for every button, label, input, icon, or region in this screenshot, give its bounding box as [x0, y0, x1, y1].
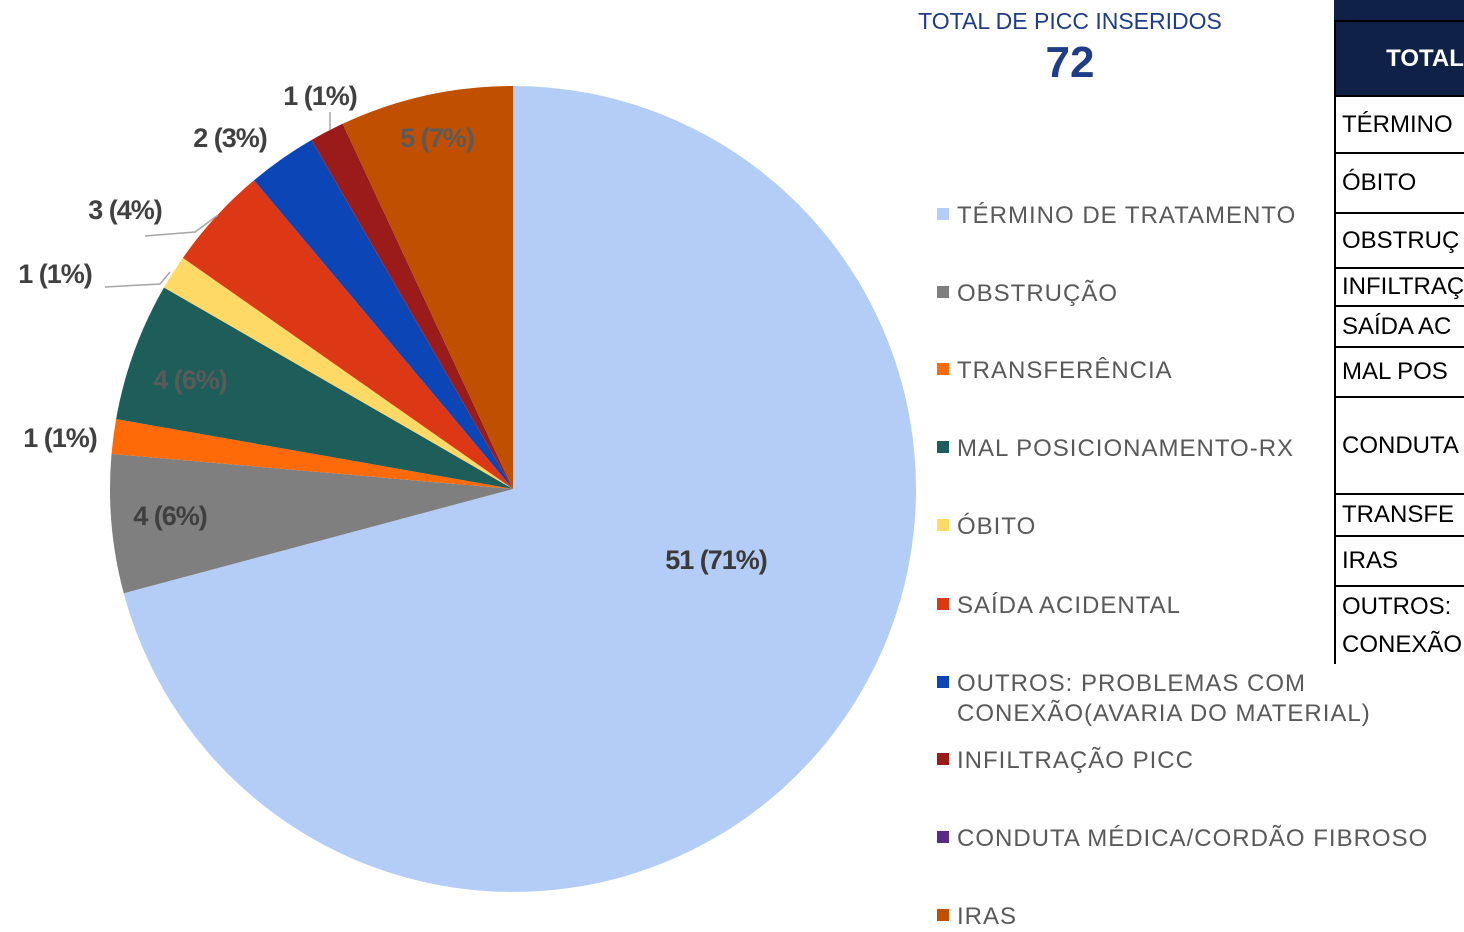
- legend-label: CONDUTA MÉDICA/CORDÃO FIBROSO: [957, 825, 1429, 852]
- leader-line: [144, 214, 219, 237]
- legend-label: OUTROS: PROBLEMAS COM CONEXÃO(AVARIA DO …: [957, 670, 1371, 727]
- pie-slice: [311, 123, 513, 489]
- legend-swatch: [937, 363, 949, 375]
- total-label: TOTAL DE PICC INSERIDOS: [918, 8, 1222, 34]
- legend-item: IRAS: [937, 902, 1017, 932]
- legend-label: MAL POSICIONAMENTO-RX: [957, 435, 1295, 462]
- table: TOTAL TÉRMINO ÓBITO OBSTRUÇ INFILTRAÇ SAÍDA A…: [1334, 0, 1464, 664]
- legend-label: TRANSFERÊNCIA: [957, 357, 1173, 384]
- data-label: 1 (1%): [283, 81, 357, 111]
- data-label: 4 (6%): [153, 365, 227, 395]
- legend-swatch: [937, 598, 949, 610]
- legend-swatch: [937, 676, 949, 688]
- legend-swatch: [937, 831, 949, 843]
- leader-line: [104, 271, 171, 288]
- legend-label: SAÍDA ACIDENTAL: [957, 592, 1181, 619]
- pie-slice: [253, 139, 513, 489]
- legend-item: INFILTRAÇÃO PICC: [937, 746, 1194, 776]
- legend-item: TÉRMINO DE TRATAMENTO: [937, 201, 1296, 231]
- legend-item: ÓBITO: [937, 512, 1036, 542]
- pie-slice: [111, 419, 513, 489]
- table-cell: CONDUTA: [1334, 396, 1464, 495]
- table-cell: INFILTRAÇ: [1334, 267, 1464, 307]
- legend-item: SAÍDA ACIDENTAL: [937, 591, 1181, 621]
- legend-swatch: [937, 441, 949, 453]
- pie-slice: [163, 257, 513, 489]
- table-cell: ÓBITO: [1334, 152, 1464, 214]
- table-cell: OUTROS: CONEXÃO: [1334, 585, 1464, 664]
- legend-label: ÓBITO: [957, 513, 1037, 540]
- legend-label: TÉRMINO DE TRATAMENTO: [957, 202, 1297, 229]
- table-cell: OBSTRUÇ: [1334, 212, 1464, 269]
- table-cell: TRANSFE: [1334, 493, 1464, 537]
- legend-swatch: [937, 909, 949, 921]
- legend-item: CONDUTA MÉDICA/CORDÃO FIBROSO: [937, 824, 1428, 854]
- legend-swatch: [937, 286, 949, 298]
- legend-swatch: [937, 519, 949, 531]
- legend-swatch: [937, 208, 949, 220]
- legend-item: OUTROS: PROBLEMAS COM CONEXÃO(AVARIA DO …: [937, 669, 1371, 729]
- data-label: 2 (3%): [193, 123, 267, 153]
- data-label: 3 (4%): [88, 195, 162, 225]
- data-label: 4 (6%): [133, 501, 207, 531]
- data-label: 5 (7%): [400, 123, 474, 153]
- table-header: TOTAL: [1334, 20, 1464, 97]
- legend-label: OBSTRUÇÃO: [957, 280, 1119, 307]
- pie-slice: [182, 180, 514, 489]
- legend-swatch: [937, 753, 949, 765]
- legend-label: IRAS: [957, 903, 1018, 930]
- pie-slice: [116, 287, 514, 489]
- legend-item: MAL POSICIONAMENTO-RX: [937, 434, 1294, 464]
- legend-label: INFILTRAÇÃO PICC: [957, 747, 1194, 774]
- data-label: 1 (1%): [18, 259, 92, 289]
- legend-item: TRANSFERÊNCIA: [937, 356, 1173, 386]
- pie-slice: [342, 86, 513, 489]
- data-label: 51 (71%): [665, 545, 767, 575]
- total-value: 72: [1045, 38, 1095, 87]
- pie-slice: [123, 86, 917, 892]
- data-label: 1 (1%): [23, 423, 97, 453]
- pie-slice: [110, 453, 514, 594]
- table-top-band: [1334, 0, 1464, 22]
- table-cell: IRAS: [1334, 535, 1464, 587]
- legend-item: OBSTRUÇÃO: [937, 279, 1118, 309]
- table-cell: SAÍDA AC: [1334, 305, 1464, 348]
- pie-chart: 51 (71%) 4 (6%) 1 (1%) 4 (6%) 1 (1%) 3 (4%) 2 …: [18, 81, 917, 892]
- table-cell: MAL POS: [1334, 346, 1464, 398]
- table-cell: TÉRMINO: [1334, 95, 1464, 154]
